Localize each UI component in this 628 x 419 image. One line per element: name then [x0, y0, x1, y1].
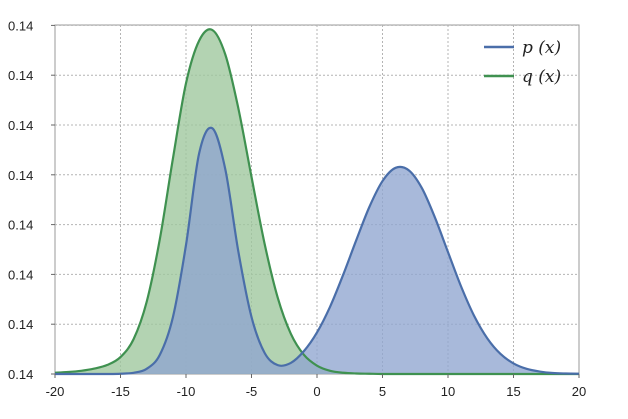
- series-q-line: [54, 28, 580, 376]
- y-tick-label: 0.14: [8, 367, 33, 382]
- x-tick-label: 0: [313, 384, 320, 399]
- series-p-area: [55, 127, 579, 374]
- x-tick-label: -20: [46, 384, 65, 399]
- grid-lines: [55, 24, 579, 374]
- y-tick-label: 0.14: [8, 317, 33, 332]
- y-tick-label: 0.14: [8, 68, 33, 83]
- x-tick-label: -15: [111, 384, 130, 399]
- series-lines: [54, 28, 580, 376]
- x-tick-label: -10: [177, 384, 196, 399]
- legend-label-p: p (x): [522, 38, 561, 58]
- y-tick-label: 0.14: [8, 267, 33, 282]
- series-p-line: [54, 126, 580, 376]
- x-tick-label: 5: [379, 384, 386, 399]
- series-areas: [55, 29, 579, 375]
- x-tick-label: 10: [441, 384, 455, 399]
- legend-label-q: q (x): [522, 67, 561, 87]
- x-tick-label: -5: [246, 384, 258, 399]
- y-tick-label: 0.14: [8, 218, 33, 233]
- y-tick-label: 0.14: [8, 168, 33, 183]
- x-tick-label: 20: [572, 384, 586, 399]
- x-axis: -20 -15 -10 -5 0 5 10 15 20: [46, 374, 586, 399]
- x-tick-label: 15: [506, 384, 520, 399]
- y-axis: 0.14 0.14 0.14 0.14 0.14 0.14 0.14 0.14: [8, 18, 55, 382]
- y-tick-label: 0.14: [8, 18, 33, 33]
- legend: p (x) q (x): [484, 38, 561, 87]
- y-tick-label: 0.14: [8, 118, 33, 133]
